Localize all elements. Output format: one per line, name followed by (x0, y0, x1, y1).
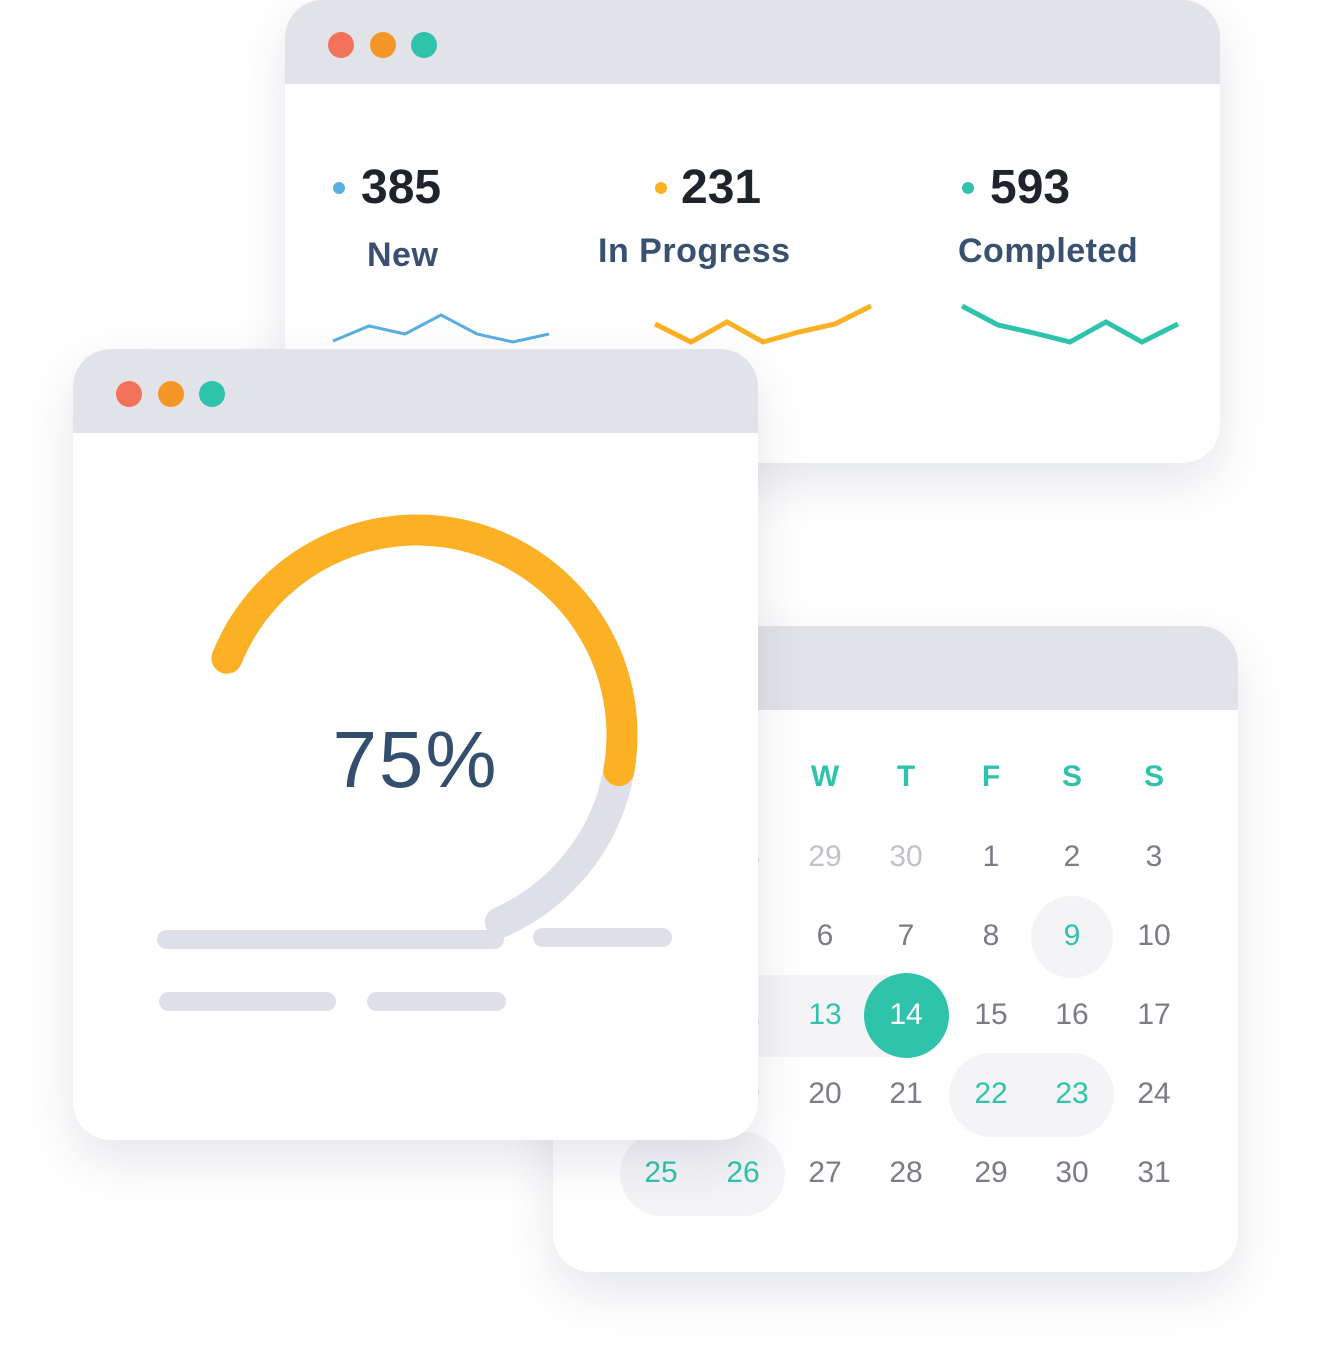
calendar-day[interactable]: 16 (1055, 997, 1089, 1031)
minimize-dot[interactable] (158, 381, 184, 407)
calendar-day[interactable]: 17 (1137, 997, 1171, 1031)
calendar-day[interactable]: 15 (974, 997, 1008, 1031)
calendar-day[interactable]: 10 (1137, 918, 1171, 952)
range-highlight (949, 1053, 1114, 1137)
calendar-day[interactable]: 29 (808, 839, 842, 873)
calendar-day[interactable]: 31 (1137, 1155, 1171, 1189)
calendar-day[interactable]: 30 (1055, 1155, 1089, 1189)
calendar-day[interactable]: 9 (1063, 918, 1081, 952)
stat-value: 385 (361, 161, 442, 214)
calendar-day[interactable]: 13 (808, 997, 842, 1031)
status-dot (333, 182, 345, 194)
close-dot[interactable] (116, 381, 142, 407)
calendar-day[interactable]: 6 (816, 918, 834, 952)
calendar-day[interactable]: 24 (1137, 1076, 1171, 1110)
placeholder-line (157, 930, 504, 949)
range-highlight (620, 1132, 785, 1216)
maximize-dot[interactable] (199, 381, 225, 407)
stat-label: New (367, 236, 439, 274)
calendar-day[interactable]: 1 (982, 839, 1000, 873)
calendar-day[interactable]: 14 (889, 997, 923, 1031)
calendar-day[interactable]: 21 (889, 1076, 923, 1110)
calendar-day[interactable]: 25 (644, 1155, 678, 1189)
status-dot (655, 182, 667, 194)
status-dot (962, 182, 974, 194)
placeholder-line (367, 992, 506, 1011)
weekday-header: W (810, 759, 840, 793)
sparklines (332, 303, 1180, 345)
maximize-dot[interactable] (411, 32, 437, 58)
weekday-header: S (1061, 759, 1082, 793)
calendar-day[interactable]: 27 (808, 1155, 842, 1189)
gauge-fill (211, 514, 638, 787)
stat-label: In Progress (598, 232, 791, 270)
title-bar (73, 349, 758, 433)
gauge-value: 75% (332, 715, 499, 804)
calendar-day[interactable]: 29 (974, 1155, 1008, 1189)
sparkline-0 (332, 313, 550, 344)
gauge-window: 75% (73, 349, 758, 1140)
calendar-day[interactable]: 20 (808, 1076, 842, 1110)
weekday-header: F (981, 759, 1001, 793)
weekday-header: T (896, 759, 916, 793)
calendar-day[interactable]: 26 (726, 1155, 760, 1189)
minimize-dot[interactable] (370, 32, 396, 58)
sparkline-1 (653, 303, 873, 345)
stat-label: Completed (958, 232, 1139, 270)
stat-value: 593 (990, 161, 1071, 214)
calendar-day[interactable]: 23 (1055, 1076, 1089, 1110)
placeholder-line (533, 928, 672, 947)
calendar-day[interactable]: 2 (1063, 839, 1081, 873)
calendar-day[interactable]: 3 (1145, 839, 1163, 873)
stat-value: 231 (681, 161, 762, 214)
calendar-day[interactable]: 22 (974, 1076, 1008, 1110)
calendar-day[interactable]: 30 (889, 839, 923, 873)
calendar-day[interactable]: 8 (982, 918, 1000, 952)
calendar-day[interactable]: 28 (889, 1155, 923, 1189)
placeholder-line (159, 992, 336, 1011)
sparkline-2 (960, 303, 1180, 345)
close-dot[interactable] (328, 32, 354, 58)
gauge-chart (211, 514, 638, 938)
selected-day-circle (864, 973, 949, 1058)
range-highlight (1031, 896, 1113, 978)
weekday-header: S (1143, 759, 1164, 793)
calendar-day[interactable]: 7 (897, 918, 915, 952)
title-bar (285, 0, 1220, 84)
